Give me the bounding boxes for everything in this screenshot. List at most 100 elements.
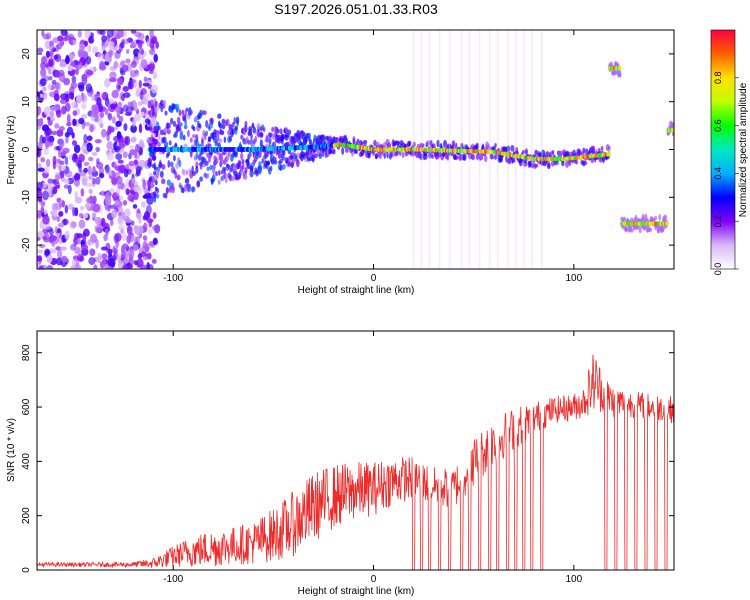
spectral-cell xyxy=(217,142,221,149)
noise-cell xyxy=(37,124,42,130)
y-tick-label: -20 xyxy=(21,237,32,252)
noise-cell xyxy=(41,124,50,132)
spectral-cell xyxy=(600,146,604,151)
spectral-cell xyxy=(189,109,193,115)
y-tick-label: 0 xyxy=(21,567,32,573)
noise-cell xyxy=(86,70,94,76)
noise-cell xyxy=(116,112,121,119)
noise-cell xyxy=(81,102,87,110)
spectral-cell xyxy=(590,158,594,163)
y-tick-label: -10 xyxy=(21,190,32,205)
spectrogram-ylabel: Frequency (Hz) xyxy=(6,116,17,185)
noise-cell xyxy=(92,203,101,213)
spectral-cell xyxy=(167,160,171,168)
noise-cell xyxy=(99,111,105,119)
spectral-cell xyxy=(231,128,236,135)
noise-cell xyxy=(69,39,74,45)
noise-cell xyxy=(57,249,63,259)
spectral-cell xyxy=(297,134,301,140)
spectral-cell xyxy=(198,123,202,129)
spectral-cell xyxy=(271,126,275,133)
spectral-cell xyxy=(545,151,550,157)
noise-cell xyxy=(80,188,85,197)
spectral-cell xyxy=(199,164,203,170)
noise-cell xyxy=(42,182,48,188)
noise-cell xyxy=(106,248,114,254)
snr-ticks: -100 0 100 0 200 400 600 800 xyxy=(21,331,674,585)
spectral-cell xyxy=(244,120,248,127)
spectral-cell xyxy=(611,70,617,76)
noise-cell xyxy=(49,50,54,58)
spectral-cell xyxy=(224,173,228,179)
noise-cell xyxy=(56,197,62,203)
spectral-cell xyxy=(379,152,383,160)
spectrogram-xlabel: Height of straight line (km) xyxy=(298,285,415,296)
noise-cell xyxy=(143,76,148,83)
spectral-cell xyxy=(223,167,227,172)
noise-cell xyxy=(142,194,149,199)
spectral-cell xyxy=(234,125,239,131)
noise-cell xyxy=(113,196,121,202)
noise-cell xyxy=(52,209,58,217)
noise-cell xyxy=(117,164,125,174)
noise-cell xyxy=(42,215,50,225)
spectral-cell xyxy=(227,129,231,136)
noise-cell xyxy=(45,140,51,149)
noise-cell xyxy=(123,38,129,45)
colorbar-frame xyxy=(710,29,736,270)
noise-cell xyxy=(93,107,100,115)
noise-cell xyxy=(64,30,69,37)
noise-cell xyxy=(37,181,43,192)
spectral-cell xyxy=(154,100,158,107)
spectral-cell xyxy=(254,135,257,143)
noise-cell xyxy=(138,247,143,253)
spectral-cell xyxy=(480,152,483,160)
spectral-cell xyxy=(638,226,642,234)
spectral-cell xyxy=(166,179,171,186)
spectral-cell xyxy=(153,170,157,176)
spectral-cell xyxy=(506,145,511,152)
spectral-cell xyxy=(258,161,262,167)
noise-cell xyxy=(69,221,77,229)
y-tick-label: 20 xyxy=(21,48,32,60)
spectral-cell xyxy=(387,143,391,148)
noise-cell xyxy=(111,209,118,219)
spectral-cell xyxy=(265,134,269,143)
noise-cell xyxy=(105,164,110,174)
noise-cell xyxy=(142,82,150,87)
noise-cell xyxy=(37,47,44,53)
spectral-cell xyxy=(183,125,188,130)
noise-cell xyxy=(85,182,93,187)
spectral-cell xyxy=(196,180,201,188)
noise-cell xyxy=(55,174,61,180)
x-tick-label: -100 xyxy=(163,574,183,585)
noise-cell xyxy=(40,201,46,208)
noise-cell xyxy=(100,217,106,228)
spectral-cell xyxy=(184,118,187,126)
noise-cell xyxy=(106,141,113,150)
noise-cell xyxy=(111,89,119,99)
spectral-cell xyxy=(287,129,292,135)
spectral-cell xyxy=(281,139,284,145)
noise-cell xyxy=(83,228,90,237)
noise-cell xyxy=(138,79,142,89)
noise-cell xyxy=(46,116,51,121)
noise-cell xyxy=(37,190,43,199)
spectral-cell xyxy=(157,125,161,131)
noise-cell xyxy=(95,146,100,153)
noise-cell xyxy=(40,206,45,216)
noise-cell xyxy=(151,258,157,264)
spectral-cell xyxy=(255,154,260,160)
noise-cell xyxy=(40,157,46,163)
noise-cell xyxy=(130,30,137,34)
noise-cell xyxy=(104,78,111,88)
spectral-cell xyxy=(546,162,551,170)
noise-cell xyxy=(152,71,157,80)
noise-cell xyxy=(61,165,66,171)
noise-cell xyxy=(151,84,159,94)
noise-cell xyxy=(92,212,97,219)
spectral-cell xyxy=(178,127,182,132)
noise-cell xyxy=(152,225,158,231)
noise-cell xyxy=(115,120,122,127)
